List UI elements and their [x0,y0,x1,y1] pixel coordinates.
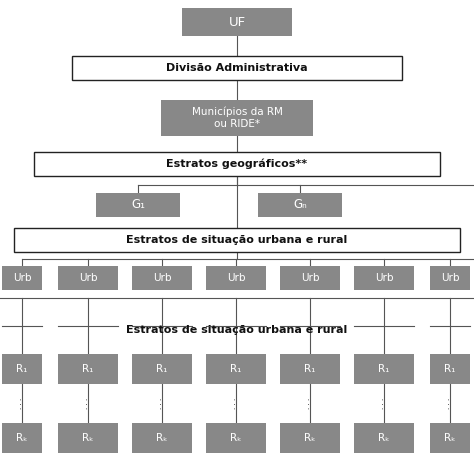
Bar [14,228,460,252]
Text: R₁: R₁ [444,364,456,374]
Bar [280,423,340,453]
Text: Urb: Urb [227,273,245,283]
Text: Urb: Urb [375,273,393,283]
Bar [430,423,470,453]
Bar [132,354,192,384]
Text: Estratos de situação urbana e rural: Estratos de situação urbana e rural [127,235,347,245]
Text: Rₖ: Rₖ [304,433,316,443]
Bar [58,423,118,453]
Text: R₁: R₁ [156,364,168,374]
Bar [258,193,342,217]
Text: Rₖ: Rₖ [16,433,28,443]
Text: Municípios da RM
ou RIDE*: Municípios da RM ou RIDE* [191,107,283,129]
Text: UF: UF [228,16,246,28]
Bar [354,354,414,384]
Bar [430,354,470,384]
Bar [354,423,414,453]
Bar [161,100,313,136]
Bar [2,423,42,453]
Bar [96,193,180,217]
Text: Rₖ: Rₖ [444,433,456,443]
Text: Rₖ: Rₖ [82,433,94,443]
Bar [132,266,192,290]
Bar [280,354,340,384]
Text: Urb: Urb [301,273,319,283]
Text: R₁: R₁ [378,364,390,374]
Text: Divisão Administrativa: Divisão Administrativa [166,63,308,73]
Text: · · ·: · · · [19,398,25,409]
Text: Urb: Urb [13,273,31,283]
Text: R₁: R₁ [82,364,94,374]
Text: Urb: Urb [79,273,97,283]
Bar [58,266,118,290]
Text: Estratos geográficos**: Estratos geográficos** [166,159,308,169]
Text: R₁: R₁ [16,364,27,374]
Text: Rₖ: Rₖ [230,433,242,443]
Bar [280,266,340,290]
Text: · · ·: · · · [447,398,453,409]
Text: Rₖ: Rₖ [156,433,168,443]
Bar [132,423,192,453]
Bar [430,266,470,290]
Bar [354,266,414,290]
Text: Estratos de situação urbana e rural: Estratos de situação urbana e rural [127,325,347,335]
Text: · · ·: · · · [381,398,387,409]
Text: Gₙ: Gₙ [293,199,307,211]
Text: R₁: R₁ [304,364,316,374]
Bar [72,56,402,80]
Bar [206,354,266,384]
Text: · · ·: · · · [233,398,239,409]
Bar [2,354,42,384]
Text: · · ·: · · · [159,398,165,409]
Text: G₁: G₁ [131,199,145,211]
Bar [206,423,266,453]
Text: · · ·: · · · [85,398,91,409]
Bar [2,266,42,290]
Text: R₁: R₁ [230,364,242,374]
Bar [182,8,292,36]
Text: · · ·: · · · [307,398,313,409]
Bar [34,152,440,176]
Text: Urb: Urb [441,273,459,283]
Text: Urb: Urb [153,273,171,283]
Bar [58,354,118,384]
Bar [206,266,266,290]
Text: Rₖ: Rₖ [378,433,390,443]
